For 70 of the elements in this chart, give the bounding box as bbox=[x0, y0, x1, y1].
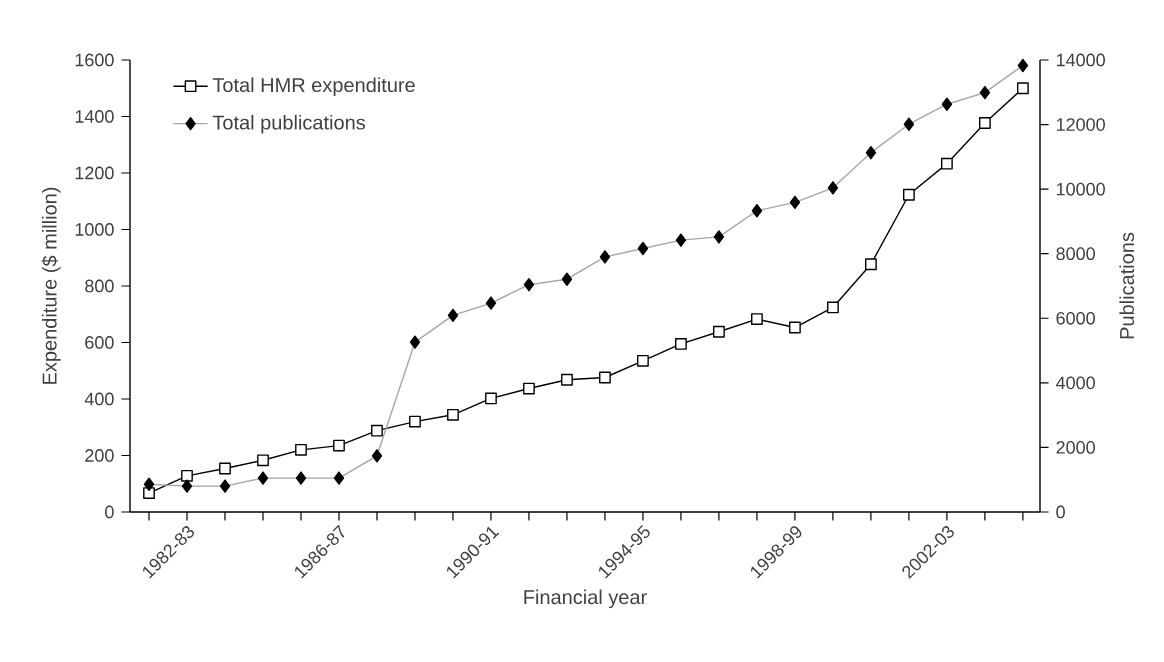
point bbox=[675, 338, 687, 350]
y-axis-title: Expenditure ($ million) bbox=[41, 187, 61, 384]
point bbox=[827, 301, 839, 314]
point bbox=[409, 335, 421, 349]
point bbox=[219, 462, 231, 475]
point bbox=[903, 117, 915, 131]
x-axis-title: Financial year bbox=[524, 589, 647, 609]
y2-tick-label: 10000 bbox=[1056, 182, 1105, 196]
y2-tick-label: 0 bbox=[1056, 505, 1065, 519]
point bbox=[865, 145, 877, 160]
point bbox=[1017, 58, 1029, 73]
point bbox=[789, 195, 801, 210]
y2-tick-label: 2000 bbox=[1056, 441, 1095, 454]
point bbox=[713, 325, 725, 338]
point bbox=[523, 382, 535, 395]
point bbox=[561, 373, 573, 386]
point bbox=[143, 487, 155, 499]
point bbox=[371, 449, 383, 463]
legend-label: Total publications bbox=[212, 114, 366, 134]
point bbox=[371, 424, 383, 437]
y-tick-label: 1400 bbox=[75, 110, 114, 123]
point bbox=[295, 443, 307, 456]
point bbox=[485, 392, 497, 405]
point bbox=[979, 85, 991, 100]
point bbox=[447, 408, 459, 421]
y-tick-label: 1600 bbox=[75, 53, 114, 67]
point bbox=[143, 477, 155, 491]
point bbox=[257, 471, 269, 485]
point bbox=[1017, 82, 1029, 95]
point bbox=[523, 277, 535, 292]
point bbox=[751, 204, 763, 218]
point bbox=[257, 454, 269, 467]
y-tick-label: 1200 bbox=[75, 166, 114, 180]
y-tick-label: 600 bbox=[85, 336, 114, 349]
point bbox=[865, 258, 877, 271]
y-tick-label: 1000 bbox=[75, 223, 114, 236]
legend-label: Total HMR expenditure bbox=[212, 77, 415, 97]
point bbox=[561, 272, 573, 286]
point bbox=[599, 371, 611, 384]
y2-tick-label: 14000 bbox=[1056, 53, 1105, 67]
point bbox=[333, 439, 345, 452]
y-tick-label: 0 bbox=[105, 505, 114, 519]
y2-tick-label: 4000 bbox=[1056, 376, 1095, 390]
point bbox=[181, 479, 193, 493]
point bbox=[713, 230, 725, 244]
point bbox=[295, 471, 307, 485]
point bbox=[751, 313, 763, 325]
point bbox=[903, 188, 915, 201]
point bbox=[789, 321, 801, 334]
point bbox=[181, 469, 193, 482]
y-tick-label: 800 bbox=[85, 279, 114, 293]
point bbox=[485, 296, 497, 310]
point bbox=[333, 471, 345, 485]
point bbox=[599, 250, 611, 264]
point bbox=[827, 181, 839, 195]
y-tick-label: 200 bbox=[85, 449, 114, 462]
point bbox=[979, 117, 991, 129]
point bbox=[409, 415, 421, 428]
y2-tick-label: 8000 bbox=[1056, 247, 1095, 261]
point bbox=[675, 233, 687, 247]
y2-tick-label: 6000 bbox=[1056, 311, 1095, 325]
point bbox=[219, 479, 231, 493]
point bbox=[637, 241, 649, 256]
point bbox=[941, 97, 953, 111]
point bbox=[941, 157, 953, 170]
point bbox=[637, 354, 649, 367]
y2-tick-label: 12000 bbox=[1056, 118, 1105, 131]
y-tick-label: 400 bbox=[84, 392, 114, 406]
y2-axis-title: Publications bbox=[1119, 232, 1135, 339]
point bbox=[447, 308, 459, 323]
